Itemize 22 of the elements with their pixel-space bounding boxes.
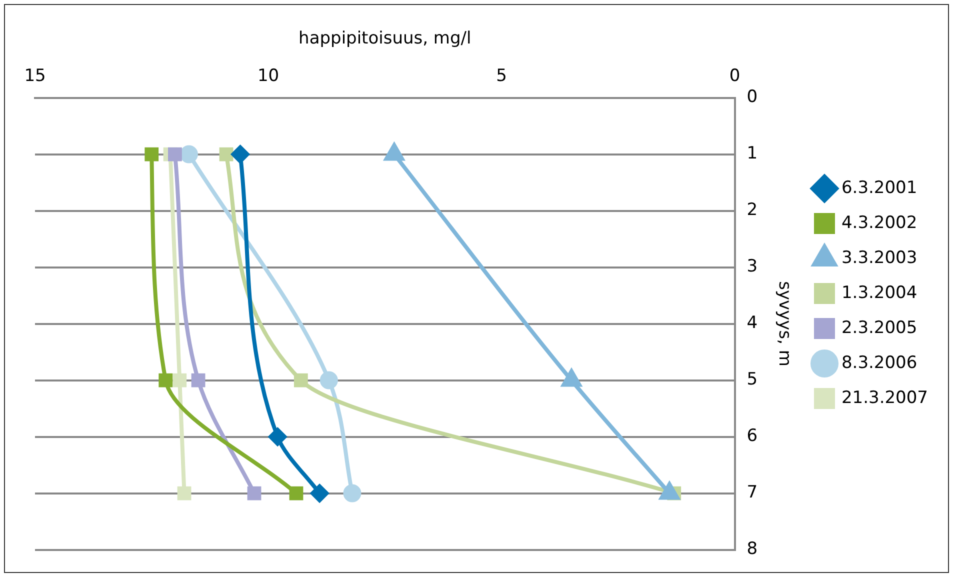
x-tick-label: 10 — [257, 66, 280, 86]
legend-label: 6.3.2001 — [841, 178, 918, 198]
y-axis-title: syvyys, m — [774, 281, 794, 366]
legend-label: 1.3.2004 — [841, 282, 918, 303]
legend-label: 4.3.2002 — [841, 212, 918, 233]
y-tick-label: 5 — [746, 370, 758, 390]
y-tick-label: 8 — [746, 539, 758, 560]
y-tick-label: 2 — [746, 200, 758, 220]
y-tick-label: 0 — [746, 87, 758, 108]
legend-label: 21.3.2007 — [841, 388, 928, 408]
y-tick-label: 6 — [746, 426, 758, 446]
x-tick-label: 5 — [496, 66, 507, 86]
y-tick-label: 1 — [746, 144, 758, 164]
legend-label: 3.3.2003 — [841, 248, 918, 268]
legend-label: 2.3.2005 — [841, 318, 918, 338]
y-tick-label: 3 — [746, 256, 758, 277]
x-tick-label: 15 — [24, 66, 46, 86]
y-tick-label: 7 — [746, 482, 758, 503]
legend-label: 8.3.2006 — [841, 352, 918, 373]
y-tick-label: 4 — [746, 313, 758, 334]
x-axis-title: happipitoisuus, mg/l — [298, 28, 472, 49]
x-tick-label: 0 — [729, 66, 740, 86]
